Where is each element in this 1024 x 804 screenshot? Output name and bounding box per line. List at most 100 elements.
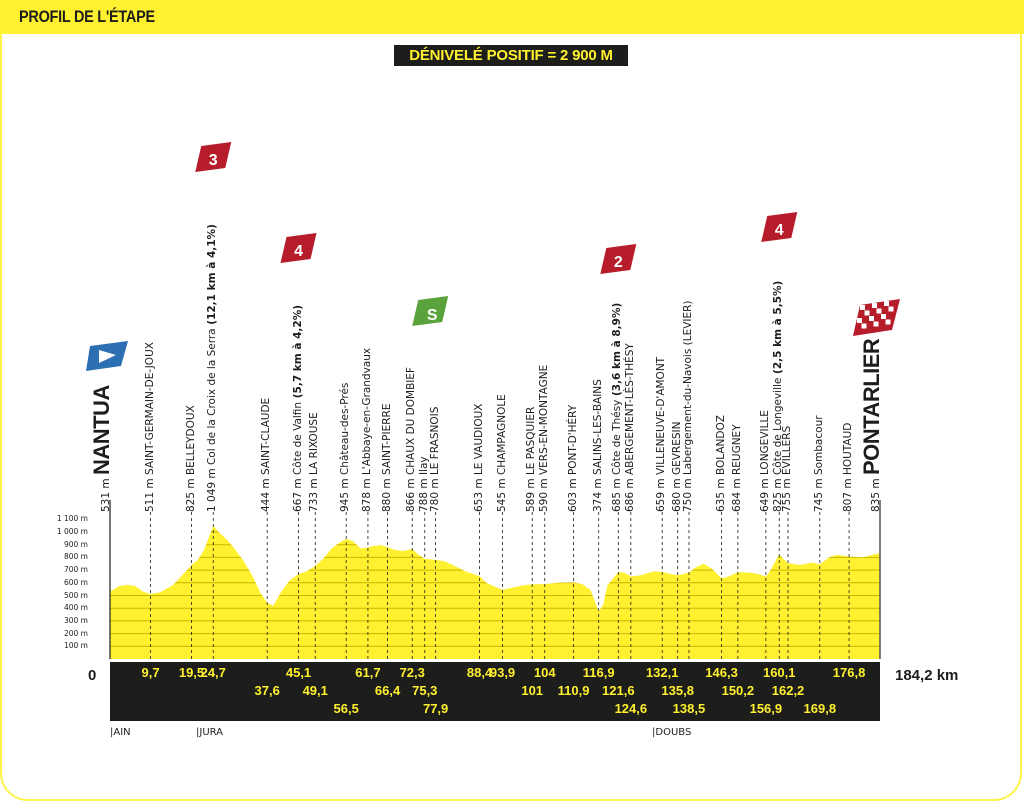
km-marker: 9,7 <box>141 665 160 680</box>
km-marker: 146,3 <box>705 665 738 680</box>
km-marker: 45,1 <box>285 665 312 680</box>
finish-flag-check <box>884 301 889 306</box>
climb-category-badge-label: 3 <box>209 152 218 169</box>
waypoint-label: 788 m Ilay <box>417 456 430 512</box>
finish-flag-check <box>872 303 877 308</box>
waypoint-label: 880 m SAINT-PIERRE <box>380 403 393 512</box>
km-marker: 19,5 <box>178 665 205 680</box>
finish-flag-check <box>873 321 879 327</box>
y-tick-label: 200 m <box>63 628 88 638</box>
y-tick-label: 1 100 m <box>56 514 88 524</box>
km-marker: 135,8 <box>661 683 694 698</box>
climb-category-badge <box>195 142 232 172</box>
waypoint-label: 780 m LE FRASNOIS <box>428 406 441 512</box>
km-marker: 160,1 <box>762 665 796 680</box>
climb-category-badge <box>600 244 637 274</box>
finish-flag-check <box>857 318 862 323</box>
waypoint-label: 635 m BOLANDOZ <box>714 415 727 512</box>
waypoint-label: 589 m LE PASQUIER <box>525 406 538 512</box>
sprint-badge-label: S <box>427 307 438 324</box>
km-marker: 77,9 <box>422 701 449 716</box>
play-icon <box>99 350 116 363</box>
km-marker: 121,6 <box>602 683 635 698</box>
km-marker: 101 <box>521 683 544 698</box>
finish-flag-check <box>881 314 886 319</box>
climb-category-badge-label: 4 <box>294 243 303 260</box>
km-marker: 138,5 <box>672 701 706 716</box>
km-marker: 132,1 <box>645 665 679 680</box>
km-start-label: 0 <box>88 667 97 684</box>
waypoint-label: 659 m VILLENEUVE-D'AMONT <box>655 356 668 512</box>
climb-category-badge-label: 4 <box>775 222 784 239</box>
y-tick-label: 1 000 m <box>56 527 88 536</box>
km-marker: 72,3 <box>399 665 425 680</box>
waypoint-label: 866 m CHAUX DU DOMBIEF <box>405 366 418 512</box>
waypoint-label: 807 m HOUTAUD <box>842 422 855 512</box>
region-ain: |AIN <box>110 727 131 738</box>
waypoint-label: 653 m LE VAUDIOUX <box>472 403 485 512</box>
km-marker: 37,6 <box>254 683 280 698</box>
page-title: PROFIL DE L'ÉTAPE <box>19 7 155 26</box>
waypoint-label: 750 m Labergement-du-Navois (LEVIER) <box>681 300 694 512</box>
waypoint-label: 878 m L'Abbaye-en-Grandvaux <box>360 347 373 512</box>
km-marker: 104 <box>533 665 556 680</box>
km-marker: 75,3 <box>412 683 438 698</box>
y-tick-label: 900 m <box>63 539 88 549</box>
waypoint-label: 545 m CHAMPAGNOLE <box>495 394 508 512</box>
waypoint-label: 825 m BELLEYDOUX <box>184 405 197 512</box>
waypoint-label: 745 m Sombacour <box>812 415 825 512</box>
climb-category-badge <box>761 212 798 242</box>
waypoint-label: 680 m GEVRESIN <box>670 421 683 512</box>
elevation-profile-area <box>110 525 880 659</box>
waypoint-label: 590 m VERS-EN-MONTAGNE <box>537 364 550 512</box>
y-tick-label: 100 m <box>63 641 88 651</box>
km-marker: 24,7 <box>200 665 226 680</box>
km-marker: 49,1 <box>302 683 328 698</box>
km-marker: 66,4 <box>374 683 401 698</box>
finish-flag-check <box>885 319 891 325</box>
y-tick-label: 800 m <box>63 552 88 562</box>
waypoint-label: 444 m SAINT-CLAUDE <box>260 397 273 512</box>
finish-flag-check <box>864 310 870 316</box>
waypoint-label: 649 m LONGEVILLE <box>758 410 771 512</box>
km-marker: 169,8 <box>803 701 837 716</box>
climb-category-badge <box>280 233 317 263</box>
km-marker: 156,9 <box>749 701 783 716</box>
km-marker: 61,7 <box>355 665 381 680</box>
y-tick-label: 700 m <box>63 565 88 575</box>
y-tick-label: 300 m <box>63 615 88 625</box>
km-marker: 110,9 <box>557 683 590 698</box>
km-end-label: 184,2 km <box>895 667 959 684</box>
sprint-badge <box>412 296 449 326</box>
start-town-label: 531 m NANTUA <box>89 385 114 512</box>
km-marker: 56,5 <box>333 701 359 716</box>
km-band <box>110 662 880 721</box>
waypoint-label: 667 m Côte de Valfin (5,7 km à 4,2%) <box>291 304 304 512</box>
waypoint-label: 374 m SALINS-LES-BAINS <box>591 379 604 512</box>
finish-flag-check <box>876 308 882 314</box>
km-marker: 150,2 <box>721 683 755 698</box>
elevation-gain-badge: DÉNIVELÉ POSITIF = 2 900 M <box>394 45 628 66</box>
finish-flag-check <box>861 323 867 329</box>
km-marker: 88,4 <box>466 665 493 680</box>
y-tick-label: 500 m <box>63 590 88 600</box>
finish-flag-check <box>888 306 894 312</box>
waypoint-label: 603 m PONT-D'HÉRY <box>566 404 579 512</box>
km-marker: 116,9 <box>582 665 615 680</box>
waypoint-label: 684 m REUGNEY <box>730 424 743 512</box>
waypoint-label: 1 049 m Col de la Croix de la Serra (12,… <box>206 224 219 512</box>
header-band <box>0 0 1024 34</box>
km-marker: 124,6 <box>614 701 648 716</box>
waypoint-label: 945 m Château-des-Prés <box>339 382 352 512</box>
km-marker: 93,9 <box>489 665 516 680</box>
km-marker: 162,2 <box>771 683 805 698</box>
waypoint-label: 686 m ABERGEMENT-LÈS-THÉSY <box>623 343 636 512</box>
waypoint-label: 755 m ÉVILLERS <box>781 425 794 512</box>
y-tick-label: 600 m <box>63 577 88 587</box>
finish-town-label: 835 m PONTARLIER <box>859 338 884 512</box>
region-doubs: |DOUBS <box>652 727 692 738</box>
y-tick-label: 400 m <box>63 603 88 613</box>
region-jura: |JURA <box>196 727 224 738</box>
climb-category-badge-label: 2 <box>614 254 623 271</box>
